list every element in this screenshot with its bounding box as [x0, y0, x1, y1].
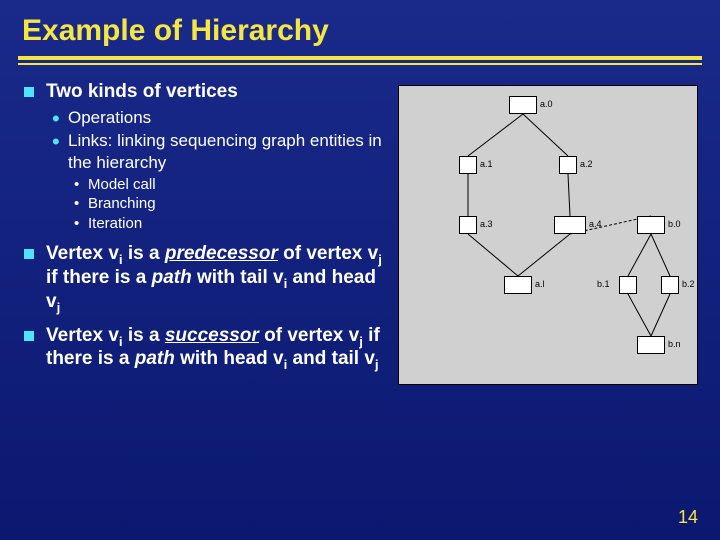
diagram-node-alnop: NOP [504, 276, 532, 294]
hierarchy-diagram: NOPa.0*a.1+a.2*a.3CALLa.4NOPa.lNOPb.0+b.… [398, 85, 698, 385]
slide: Example of Hierarchy Two kinds of vertic… [0, 0, 720, 540]
bullet-1-sub-2-item-2: Branching [22, 194, 392, 214]
diagram-node-a4call: CALL [554, 216, 586, 234]
bullet-1-sub-2: Links: linking sequencing graph entities… [22, 130, 392, 173]
sub-j: j [375, 357, 379, 372]
title-rule-1 [18, 56, 702, 60]
t: Vertex v [46, 243, 119, 264]
diagram-label-a3: a.3 [480, 219, 493, 229]
t: with head v [175, 348, 284, 369]
t: and tail v [287, 348, 375, 369]
diagram-node-a2: + [559, 156, 577, 174]
t: Vertex v [46, 325, 119, 346]
bullet-2: Vertex vi is a predecessor of vertex vj … [22, 243, 392, 314]
content-area: Two kinds of vertices Operations Links: … [0, 65, 720, 385]
diagram-node-a3: * [459, 216, 477, 234]
diagram-label-a1: a.1 [480, 159, 493, 169]
bullet-1-sub-2-item-3: Iteration [22, 214, 392, 234]
diagram-label-bnnop: b.n [668, 339, 681, 349]
slide-title: Example of Hierarchy [0, 0, 720, 54]
diagram-label-alnop: a.l [535, 279, 545, 289]
word-path: path [152, 267, 192, 288]
diagram-node-b0nop: NOP [637, 216, 665, 234]
t: with tail v [192, 267, 284, 288]
t: is a [123, 243, 165, 264]
bullet-1-sub-2-item-1: Model call [22, 175, 392, 195]
sub-j: j [378, 252, 382, 267]
bullet-1-sub-1: Operations [22, 107, 392, 128]
bullet-3: Vertex vi is a successor of vertex vj if… [22, 325, 392, 373]
word-path: path [135, 348, 175, 369]
sub-j: j [57, 300, 61, 315]
t: is a [123, 325, 165, 346]
diagram-label-b2: b.2 [682, 279, 695, 289]
bullet-block-1: Two kinds of vertices Operations Links: … [22, 81, 392, 233]
t: of vertex v [278, 243, 378, 264]
diagram-node-a0nop: NOP [509, 96, 537, 114]
diagram-label-a0nop: a.0 [540, 99, 553, 109]
diagram-node-a1: * [459, 156, 477, 174]
bullet-1-title: Two kinds of vertices [22, 81, 392, 103]
diagram-node-b1: + [619, 276, 637, 294]
t: of vertex v [259, 325, 359, 346]
word-predecessor: predecessor [165, 243, 278, 264]
diagram-label-a4call: a.4 [589, 219, 602, 229]
diagram-node-bnnop: NOP [637, 336, 665, 354]
diagram-label-b0nop: b.0 [668, 219, 681, 229]
page-number: 14 [678, 507, 698, 528]
diagram-label-b1: b.1 [597, 279, 610, 289]
word-successor: successor [165, 325, 259, 346]
diagram-label-a2: a.2 [580, 159, 593, 169]
t: if there is a [46, 267, 152, 288]
text-column: Two kinds of vertices Operations Links: … [22, 81, 392, 385]
diagram-node-b2: * [661, 276, 679, 294]
